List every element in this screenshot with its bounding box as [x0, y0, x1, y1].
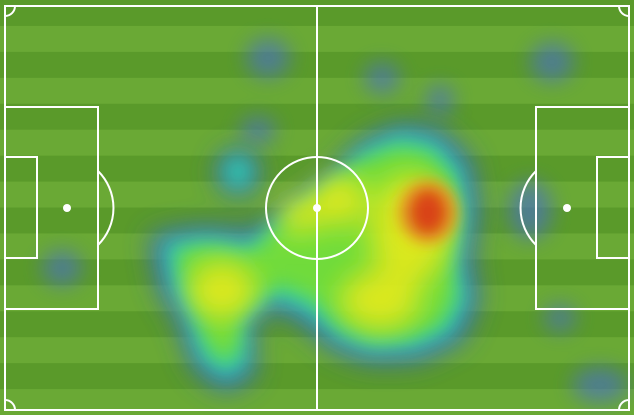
heatmap-high	[398, 180, 458, 244]
right-penalty-spot	[563, 204, 571, 212]
corner-arc-top-left	[4, 5, 16, 17]
corner-arc-top-right	[618, 5, 630, 17]
corner-arc-bottom-left	[4, 399, 16, 411]
center-circle	[265, 156, 369, 260]
center-spot	[313, 204, 321, 212]
left-penalty-spot	[63, 204, 71, 212]
heatmap-mid-high	[188, 174, 450, 330]
right-penalty-arc	[519, 170, 537, 246]
right-goal-area	[596, 156, 630, 259]
left-goal-area	[4, 156, 38, 259]
pitch-spots	[63, 204, 571, 212]
corner-arc-bottom-right	[618, 399, 630, 411]
left-penalty-arc	[97, 170, 115, 246]
heatmap-low-zones	[42, 38, 628, 403]
